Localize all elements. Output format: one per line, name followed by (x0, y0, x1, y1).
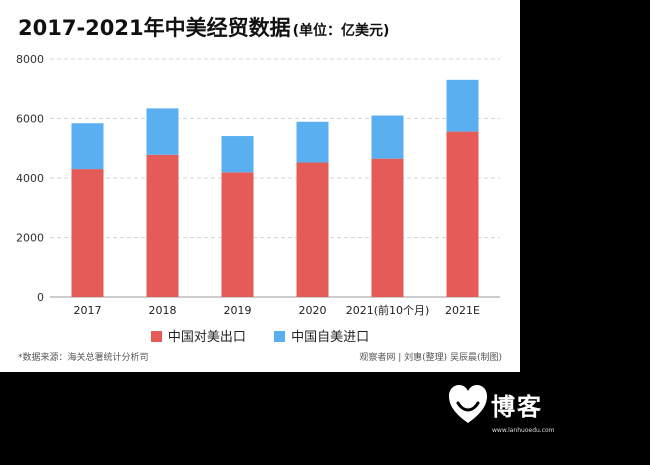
watermark-logo: 博客 www.lanhuoedu.com (448, 383, 588, 443)
x-tick-label: 2020 (299, 304, 327, 317)
legend-swatch-import (274, 331, 286, 342)
bar-export (221, 172, 254, 297)
y-tick-label: 4000 (16, 172, 44, 185)
legend-label-import: 中国自美进口 (291, 330, 370, 345)
legend-swatch-export (150, 331, 162, 342)
bar-import (371, 115, 404, 159)
bar-import (296, 121, 329, 163)
credit-line: 观察者网 | 刘惠(整理) 吴辰晨(制图) (359, 353, 502, 363)
x-tick-label: 2021E (445, 304, 480, 317)
bar-chart: 0 2000 4000 6000 8000 2017 2018 2019 2020 2021(前1… (16, 53, 500, 317)
y-tick-label: 8000 (16, 53, 44, 66)
bar-import (446, 79, 479, 132)
title-unit: (单位：亿美元) (292, 23, 390, 39)
bar-export (446, 131, 479, 297)
chart-title: 2017-2021年中美经贸数据 (单位：亿美元) (18, 12, 389, 42)
x-tick-label: 2019 (224, 304, 252, 317)
bar-export (71, 169, 104, 297)
legend: 中国对美出口 中国自美进口 (0, 326, 520, 345)
legend-label-export: 中国对美出口 (167, 330, 246, 345)
bar-export (146, 154, 179, 297)
legend-item-import: 中国自美进口 (274, 326, 369, 345)
bar-export (371, 158, 404, 297)
chart-card: 2017-2021年中美经贸数据 (单位：亿美元) 0 2000 4000 6000 80… (0, 0, 520, 372)
data-source: *数据来源：海关总署统计分析司 (18, 353, 149, 363)
bar-export (296, 162, 329, 297)
y-tick-label: 2000 (16, 232, 44, 245)
legend-item-export: 中国对美出口 (150, 326, 246, 345)
logo-url: www.lanhuoedu.com (492, 427, 555, 434)
bar-import (71, 123, 104, 170)
x-tick-label: 2021(前10个月) (346, 303, 430, 317)
bar-import (221, 136, 254, 173)
x-tick-label: 2018 (149, 304, 177, 317)
logo-text: 博客 (491, 393, 543, 421)
x-tick-label: 2017 (74, 304, 102, 317)
title-main: 2017-2021年中美经贸数据 (18, 16, 291, 40)
bar-import (146, 108, 179, 155)
heart-icon (449, 385, 487, 423)
y-tick-label: 0 (37, 291, 44, 304)
y-tick-label: 6000 (16, 113, 44, 126)
